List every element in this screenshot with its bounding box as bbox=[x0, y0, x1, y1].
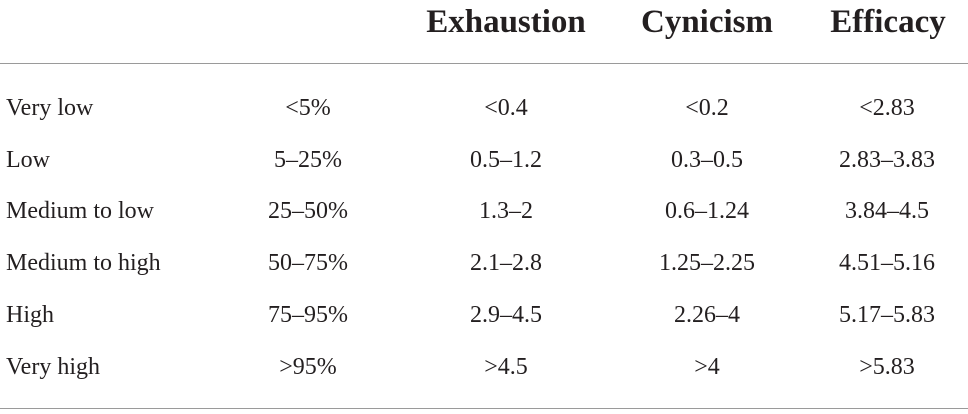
table-row: High 75–95% 2.9–4.5 2.26–4 5.17–5.83 bbox=[0, 295, 968, 335]
table-row: Low 5–25% 0.5–1.2 0.3–0.5 2.83–3.83 bbox=[0, 140, 968, 180]
table-row: Medium to high 50–75% 2.1–2.8 1.25–2.25 … bbox=[0, 243, 968, 283]
cynicism-cell: 1.25–2.25 bbox=[659, 250, 755, 276]
cynicism-cell: <0.2 bbox=[685, 95, 729, 121]
percentile-cell: <5% bbox=[285, 95, 331, 121]
table-row: Very low <5% <0.4 <0.2 <2.83 bbox=[0, 88, 968, 128]
cynicism-cell: >4 bbox=[694, 354, 720, 380]
table-row: Very high >95% >4.5 >4 >5.83 bbox=[0, 347, 968, 387]
row-level-label: Low bbox=[6, 147, 50, 173]
table-row: Medium to low 25–50% 1.3–2 0.6–1.24 3.84… bbox=[0, 191, 968, 231]
exhaustion-cell: 1.3–2 bbox=[479, 198, 533, 224]
row-level-label: Medium to high bbox=[6, 250, 161, 276]
exhaustion-cell: 2.9–4.5 bbox=[470, 302, 542, 328]
row-level-label: Very low bbox=[6, 95, 94, 121]
efficacy-cell: <2.83 bbox=[859, 95, 915, 121]
row-level-label: Very high bbox=[6, 354, 100, 380]
percentile-cell: 25–50% bbox=[268, 198, 348, 224]
percentile-cell: >95% bbox=[279, 354, 337, 380]
cynicism-cell: 0.3–0.5 bbox=[671, 147, 743, 173]
efficacy-cell: >5.83 bbox=[859, 354, 915, 380]
cynicism-cell: 0.6–1.24 bbox=[665, 198, 749, 224]
header-exhaustion: Exhaustion bbox=[426, 4, 586, 40]
exhaustion-cell: 2.1–2.8 bbox=[470, 250, 542, 276]
row-level-label: Medium to low bbox=[6, 198, 154, 224]
header-efficacy: Efficacy bbox=[830, 4, 946, 40]
percentile-cell: 5–25% bbox=[274, 147, 342, 173]
percentile-cell: 75–95% bbox=[268, 302, 348, 328]
exhaustion-cell: >4.5 bbox=[484, 354, 528, 380]
table-bottom-rule bbox=[0, 408, 968, 409]
efficacy-cell: 2.83–3.83 bbox=[839, 147, 935, 173]
table-header-row: Exhaustion Cynicism Efficacy bbox=[0, 0, 968, 44]
header-cynicism: Cynicism bbox=[641, 4, 773, 40]
exhaustion-cell: <0.4 bbox=[484, 95, 528, 121]
efficacy-cell: 5.17–5.83 bbox=[839, 302, 935, 328]
efficacy-cell: 4.51–5.16 bbox=[839, 250, 935, 276]
cynicism-cell: 2.26–4 bbox=[674, 302, 740, 328]
percentile-cell: 50–75% bbox=[268, 250, 348, 276]
exhaustion-cell: 0.5–1.2 bbox=[470, 147, 542, 173]
row-level-label: High bbox=[6, 302, 54, 328]
efficacy-cell: 3.84–4.5 bbox=[845, 198, 929, 224]
header-divider bbox=[0, 63, 968, 64]
